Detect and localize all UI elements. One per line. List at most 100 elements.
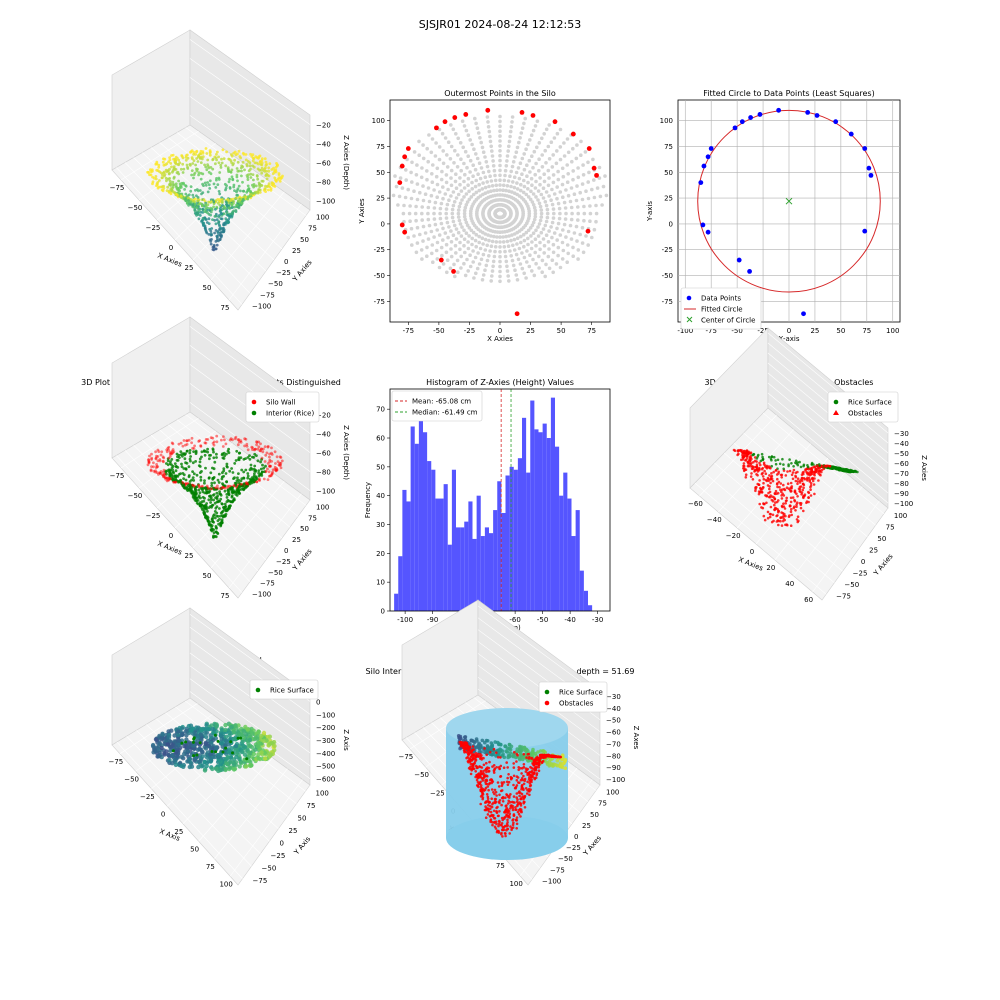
data-point xyxy=(197,494,201,498)
y-axis-label: Y Axes xyxy=(581,834,603,858)
data-point xyxy=(185,449,189,453)
data-point xyxy=(213,218,217,222)
grey-point xyxy=(433,222,438,227)
surface-point xyxy=(499,748,503,752)
data-point xyxy=(225,210,229,214)
grey-point xyxy=(489,189,493,193)
data-point xyxy=(171,468,175,472)
surface-point xyxy=(246,741,251,746)
grid-line xyxy=(189,383,311,472)
surface-point xyxy=(212,754,217,760)
data-point xyxy=(154,175,158,178)
data-point xyxy=(787,515,791,518)
data-point xyxy=(216,231,220,235)
grey-point xyxy=(539,215,544,219)
outer-point xyxy=(514,311,520,317)
data-point xyxy=(801,311,806,317)
grey-point xyxy=(534,261,538,266)
grey-point xyxy=(561,228,565,232)
data-point xyxy=(757,483,761,487)
y-tick-label: −25 xyxy=(271,852,286,860)
x-tick-label: -75 xyxy=(705,327,716,335)
data-point xyxy=(779,482,783,485)
data-point xyxy=(268,460,271,464)
data-point xyxy=(198,465,202,468)
data-point xyxy=(789,496,793,500)
z-axis-label: Z Axies (Depth) xyxy=(342,425,350,480)
data-point xyxy=(188,202,191,206)
grey-point xyxy=(465,257,469,262)
grey-point xyxy=(562,154,567,158)
z-tick-label: −20 xyxy=(316,122,331,130)
data-point xyxy=(801,477,804,480)
grey-point xyxy=(446,140,451,144)
data-point xyxy=(221,227,225,231)
data-point xyxy=(811,466,814,469)
grey-point xyxy=(413,211,418,216)
rice-point xyxy=(184,740,188,744)
grey-point xyxy=(600,203,604,207)
data-point xyxy=(152,465,155,469)
grey-point xyxy=(456,215,461,219)
grey-point xyxy=(532,149,537,154)
grey-point xyxy=(400,186,405,190)
data-point xyxy=(209,232,213,236)
grey-point xyxy=(587,170,591,175)
data-point xyxy=(216,198,220,201)
data-point xyxy=(264,160,268,164)
grey-point xyxy=(431,163,435,167)
data-point xyxy=(257,188,261,192)
data-point xyxy=(220,438,223,442)
data-point xyxy=(806,479,809,482)
grey-point xyxy=(492,168,497,173)
surface-point xyxy=(247,737,253,742)
data-point xyxy=(770,477,774,481)
data-point xyxy=(182,182,185,186)
data-point xyxy=(241,484,245,488)
data-point xyxy=(246,448,250,452)
grey-point xyxy=(447,198,451,202)
data-point xyxy=(781,511,785,515)
grey-point xyxy=(594,203,598,208)
grey-point xyxy=(531,165,535,170)
grey-point xyxy=(460,225,464,229)
surface-point xyxy=(234,755,239,760)
grey-point xyxy=(414,173,419,177)
data-point xyxy=(774,462,778,466)
data-point xyxy=(256,162,260,166)
y-tick-label: 25 xyxy=(292,247,301,255)
data-point xyxy=(212,493,216,496)
surface-point xyxy=(179,754,184,760)
data-point xyxy=(257,156,260,160)
grey-point xyxy=(415,225,420,230)
data-point xyxy=(236,200,240,203)
grey-point xyxy=(456,192,461,197)
data-point xyxy=(221,204,224,207)
data-point xyxy=(190,173,194,177)
surface-point xyxy=(214,724,219,729)
grey-point xyxy=(566,229,571,234)
grey-point xyxy=(515,236,520,240)
grey-point xyxy=(459,254,464,259)
data-point xyxy=(795,462,798,465)
data-point xyxy=(794,509,797,512)
z-tick-label: −40 xyxy=(316,431,331,439)
data-point xyxy=(162,475,165,478)
data-point xyxy=(234,481,238,485)
data-point xyxy=(199,478,203,482)
histogram-bar xyxy=(406,501,411,611)
grey-point xyxy=(546,144,551,149)
data-point xyxy=(199,475,203,479)
data-point xyxy=(775,473,779,476)
grey-point xyxy=(421,184,425,188)
data-point xyxy=(191,446,195,450)
data-point xyxy=(225,150,229,154)
data-point xyxy=(258,191,262,194)
grey-point xyxy=(466,240,470,244)
data-point xyxy=(255,443,258,447)
grey-point xyxy=(491,259,496,264)
grey-point xyxy=(402,219,406,224)
data-point xyxy=(257,469,261,472)
data-point xyxy=(191,470,195,473)
